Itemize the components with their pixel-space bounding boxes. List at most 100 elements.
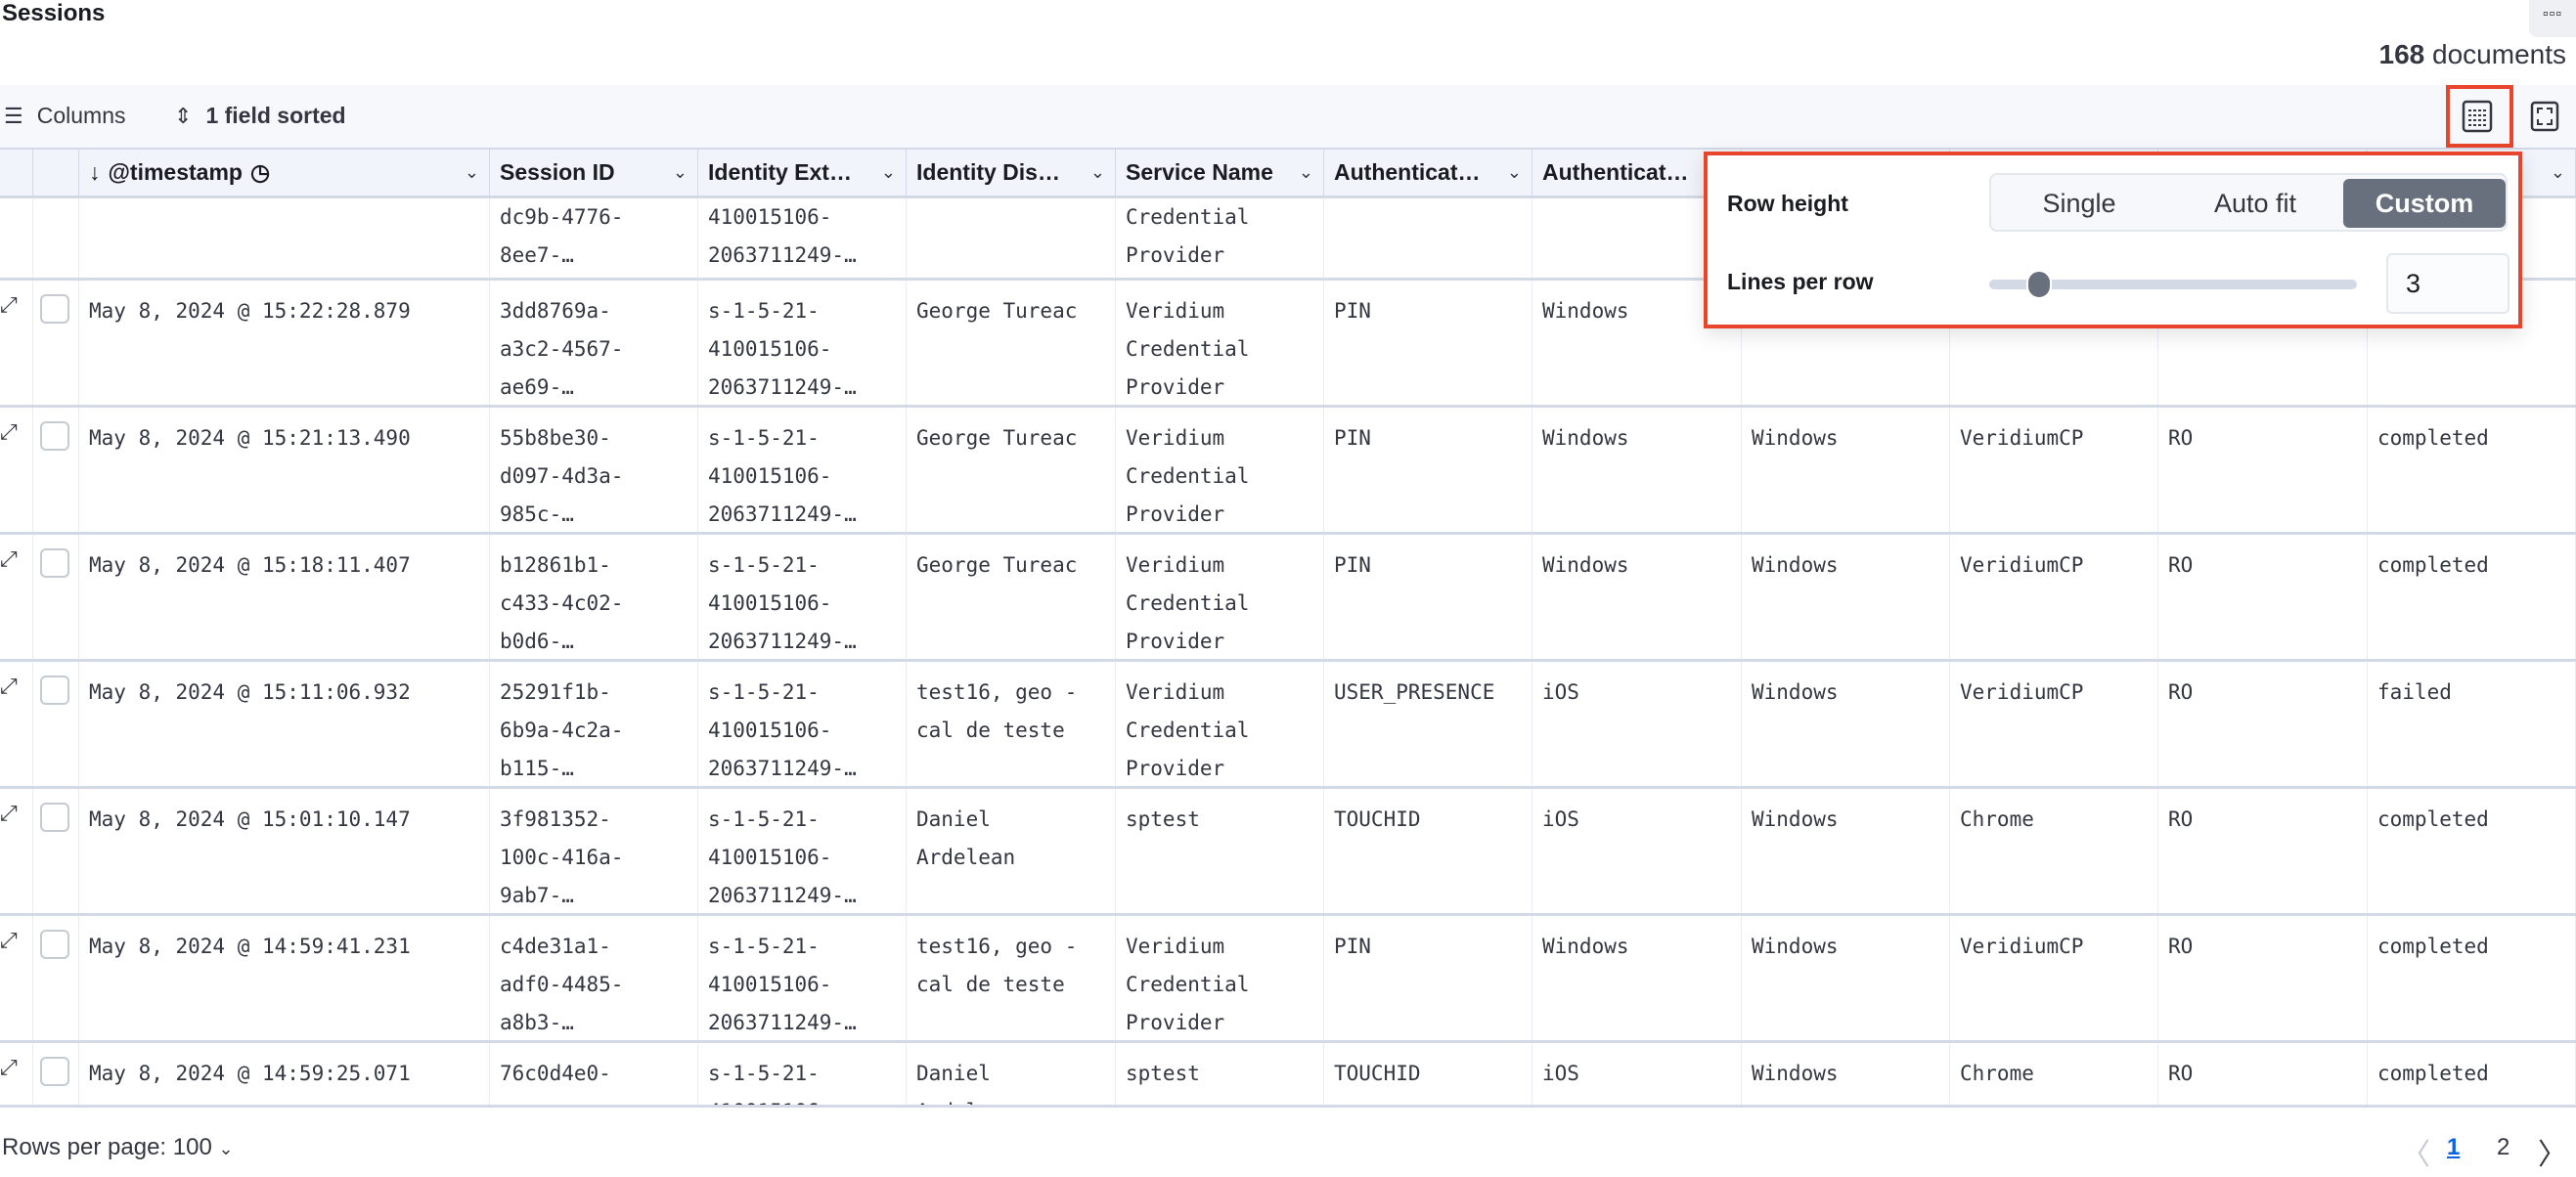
chevron-down-icon[interactable]: ⌄ xyxy=(1089,162,1105,182)
table-cell: George Tureac xyxy=(907,408,1116,532)
column-header[interactable]: Identity Dis… ⌄ xyxy=(907,150,1116,196)
table-cell: dc9b-4776- 8ee7-… xyxy=(490,198,698,278)
display-options-button[interactable] xyxy=(2446,85,2509,148)
table-cell: PIN xyxy=(1324,408,1532,532)
table-cell: Windows xyxy=(1742,1043,1950,1105)
table-cell: 25291f1b- 6b9a-4c2a- b115-… xyxy=(490,662,698,786)
prev-page-button[interactable]: 〈 xyxy=(2401,1139,2430,1171)
column-label: Session ID xyxy=(500,159,615,185)
panel-options-button[interactable]: ▫▫▫ xyxy=(2529,0,2576,37)
table-cell: RO xyxy=(2158,662,2368,786)
table-cell xyxy=(1742,281,1950,405)
table-cell: sptest xyxy=(1116,1043,1324,1105)
table-cell: iOS xyxy=(1532,1043,1742,1105)
chevron-down-icon[interactable]: ⌄ xyxy=(2550,162,2565,182)
table-cell: b12861b1- c433-4c02- b0d6-… xyxy=(490,535,698,659)
chevron-down-icon[interactable]: ⌄ xyxy=(464,162,479,182)
column-header[interactable]: Authenticat… ⌄ xyxy=(1324,150,1532,196)
table-cell: Daniel Ardelean xyxy=(907,789,1116,913)
column-header[interactable]: Identity Ext… ⌄ xyxy=(698,150,907,196)
sort-button[interactable]: ⇕ 1 field sorted xyxy=(174,103,346,128)
row-checkbox[interactable] xyxy=(40,421,69,451)
page-1[interactable]: 1 xyxy=(2447,1134,2461,1160)
table-cell: sptest xyxy=(1116,789,1324,913)
table-row: May 8, 2024 @ 15:01:10.147 3f981352- 100c… xyxy=(0,789,2576,916)
table-cell: s-1-5-21- 410015106- 2063711249-… xyxy=(698,281,907,405)
table-cell: TOUCHID xyxy=(1324,789,1532,913)
expand-row-icon[interactable]: ⤢ xyxy=(0,1055,18,1079)
chevron-down-icon[interactable]: ⌄ xyxy=(1506,162,1522,182)
row-checkbox[interactable] xyxy=(40,930,69,959)
grid-toolbar: ☰ Columns ⇕ 1 field sorted xyxy=(0,85,2576,148)
chevron-down-icon[interactable]: ⌄ xyxy=(1298,162,1313,182)
row-checkbox[interactable] xyxy=(40,548,69,578)
table-cell: George Tureac xyxy=(907,281,1116,405)
option-custom[interactable]: Custom xyxy=(2343,179,2506,228)
column-label: Service Name xyxy=(1126,159,1273,185)
column-header[interactable]: ↓ @timestamp ◷ ⌄ xyxy=(79,150,490,196)
table-cell xyxy=(0,1043,33,1105)
fullscreen-button[interactable] xyxy=(2513,85,2576,148)
chevron-down-icon: ⌄ xyxy=(218,1139,234,1158)
lines-per-row-input[interactable]: 3 xyxy=(2386,253,2509,314)
option-auto-fit[interactable]: Auto fit xyxy=(2213,189,2297,218)
table-cell: May 8, 2024 @ 15:18:11.407 xyxy=(79,535,490,659)
column-label: Identity Ext… xyxy=(708,159,852,185)
row-height-segmented-control: Single Auto fit Custom xyxy=(1989,173,2508,232)
table-cell: test16, geo - cal de teste xyxy=(907,662,1116,786)
next-page-button[interactable]: 〉 xyxy=(2538,1139,2567,1171)
chevron-down-icon[interactable]: ⌄ xyxy=(672,162,688,182)
row-checkbox[interactable] xyxy=(40,1057,69,1086)
row-checkbox[interactable] xyxy=(40,803,69,832)
table-cell xyxy=(33,662,79,786)
columns-button[interactable]: ☰ Columns xyxy=(4,103,126,128)
expand-row-icon[interactable]: ⤢ xyxy=(0,928,18,952)
table-cell: s-1-5-21- 410015106- xyxy=(698,1043,907,1105)
page-2[interactable]: 2 xyxy=(2497,1134,2510,1160)
table-cell: PIN xyxy=(1324,281,1532,405)
grid-footer: Rows per page: 100 ⌄ 〈 1 2 〉 xyxy=(0,1126,2576,1177)
table-cell: s-1-5-21- 410015106- 2063711249-… xyxy=(698,789,907,913)
table-cell: test16, geo - cal de teste xyxy=(907,916,1116,1040)
table-cell: s-1-5-21- 410015106- 2063711249-… xyxy=(698,662,907,786)
table-cell: PIN xyxy=(1324,916,1532,1040)
table-cell: completed xyxy=(2368,789,2576,913)
column-header[interactable]: Session ID ⌄ xyxy=(490,150,698,196)
row-height-popover: Row height Single Auto fit Custom Lines … xyxy=(1704,152,2522,328)
table-cell: RO xyxy=(2158,1043,2368,1105)
table-cell: VeridiumCP xyxy=(1950,408,2158,532)
table-cell: completed xyxy=(2368,408,2576,532)
slider-thumb[interactable] xyxy=(2025,270,2052,299)
table-cell: Windows xyxy=(1532,535,1742,659)
table-cell xyxy=(33,789,79,913)
rows-per-page-button[interactable]: Rows per page: 100 ⌄ xyxy=(2,1134,234,1160)
table-cell: 76c0d4e0- xyxy=(490,1043,698,1105)
expand-row-icon[interactable]: ⤢ xyxy=(0,674,18,698)
option-single[interactable]: Single xyxy=(2042,189,2116,218)
table-row: May 8, 2024 @ 15:18:11.407 b12861b1- c433… xyxy=(0,535,2576,662)
table-cell: RO xyxy=(2158,535,2368,659)
table-cell: 55b8be30- d097-4d3a- 985c-… xyxy=(490,408,698,532)
expand-row-icon[interactable]: ⤢ xyxy=(0,801,18,825)
expand-row-icon[interactable]: ⤢ xyxy=(0,546,18,571)
table-cell: Chrome xyxy=(1950,789,2158,913)
table-cell: s-1-5-21- 410015106- 2063711249-… xyxy=(698,916,907,1040)
table-cell: Windows xyxy=(1742,662,1950,786)
table-cell: Windows xyxy=(1532,916,1742,1040)
sort-icon: ⇕ xyxy=(174,103,193,128)
lines-per-row-label: Lines per row xyxy=(1727,269,1874,294)
row-checkbox[interactable] xyxy=(40,294,69,324)
lines-per-row-slider[interactable] xyxy=(1989,270,2357,299)
table-cell xyxy=(33,916,79,1040)
table-cell: May 8, 2024 @ 15:22:28.879 xyxy=(79,281,490,405)
table-cell: May 8, 2024 @ 14:59:25.071 xyxy=(79,1043,490,1105)
table-row: May 8, 2024 @ 14:59:41.231 c4de31a1- adf0… xyxy=(0,916,2576,1043)
expand-row-icon[interactable]: ⤢ xyxy=(0,419,18,444)
table-cell xyxy=(33,1043,79,1105)
expand-row-icon[interactable]: ⤢ xyxy=(0,292,18,317)
table-cell xyxy=(2158,281,2368,405)
column-header[interactable]: Service Name ⌄ xyxy=(1116,150,1324,196)
table-cell: May 8, 2024 @ 15:01:10.147 xyxy=(79,789,490,913)
row-checkbox[interactable] xyxy=(40,676,69,705)
chevron-down-icon[interactable]: ⌄ xyxy=(880,162,896,182)
